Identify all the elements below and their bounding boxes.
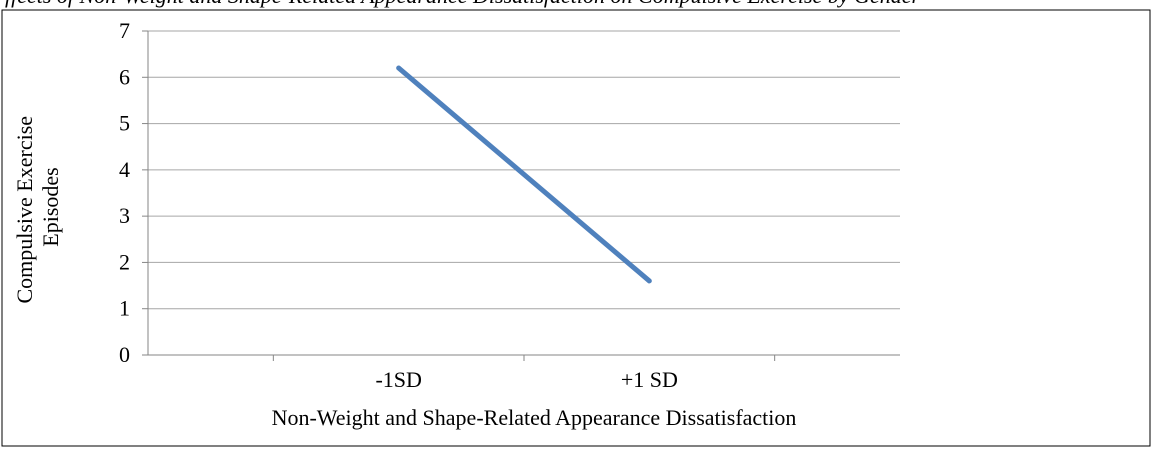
x-tick-label-1: +1 SD: [621, 367, 678, 392]
x-axis-label: Non-Weight and Shape-Related Appearance …: [272, 405, 797, 430]
chart-caption: ffects of Non-Weight and Shape-Related A…: [5, 0, 921, 8]
y-tick-label-7: 7: [119, 18, 130, 43]
y-tick-label-0: 0: [119, 342, 130, 367]
series-line-0: [399, 68, 650, 281]
y-tick-label-2: 2: [119, 249, 130, 274]
gridlines: [142, 31, 900, 355]
y-axis-label-line-2: Episodes: [38, 167, 63, 246]
y-tick-label-1: 1: [119, 296, 130, 321]
axes: [148, 31, 900, 361]
y-tick-label-3: 3: [119, 203, 130, 228]
x-tick-labels: -1SD +1 SD: [375, 367, 677, 392]
y-tick-label-5: 5: [119, 111, 130, 136]
y-tick-label-6: 6: [119, 64, 130, 89]
y-axis-label-line-1: Compulsive Exercise: [12, 116, 37, 304]
series-lines: [399, 68, 650, 281]
y-tick-label-4: 4: [119, 157, 130, 182]
chart-border: [2, 10, 1150, 446]
x-tick-label-0: -1SD: [375, 367, 421, 392]
y-tick-labels: 0 1 2 3 4 5 6 7: [119, 18, 130, 367]
y-axis-label: Compulsive Exercise Episodes: [12, 110, 63, 303]
